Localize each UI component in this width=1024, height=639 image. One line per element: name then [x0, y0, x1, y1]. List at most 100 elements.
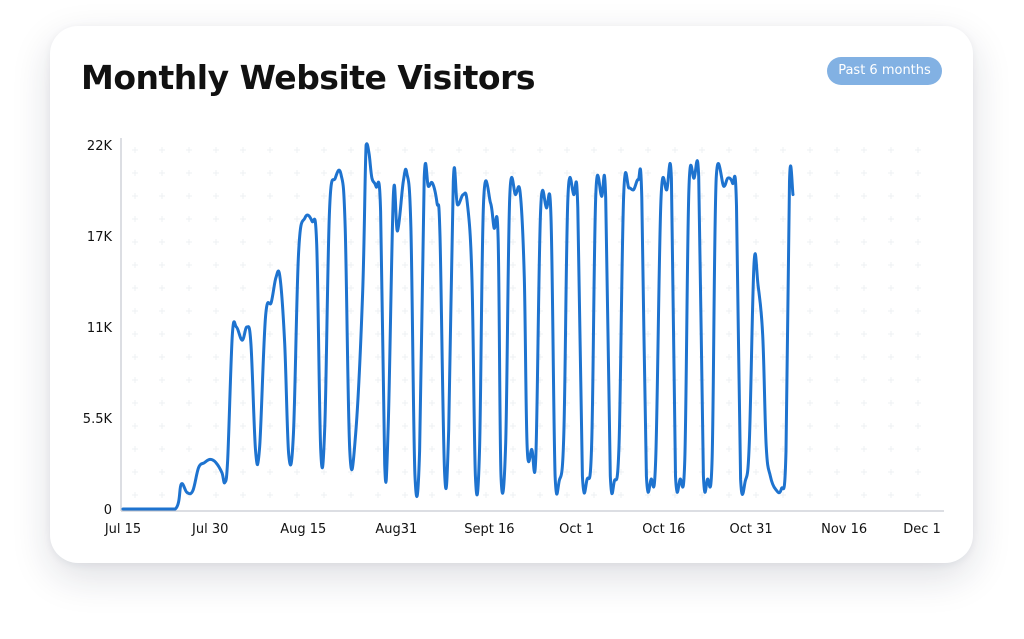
grid-mark: [213, 285, 219, 291]
y-tick-label: 5.5K: [83, 412, 113, 427]
grid-mark: [429, 423, 435, 429]
grid-mark: [348, 216, 354, 222]
grid-mark: [213, 469, 219, 475]
grid-mark: [375, 469, 381, 475]
grid-mark: [429, 469, 435, 475]
grid-mark: [510, 308, 516, 314]
grid-mark: [861, 446, 867, 452]
grid-mark: [159, 400, 165, 406]
grid-mark: [645, 285, 651, 291]
grid-mark: [402, 285, 408, 291]
grid-mark: [429, 377, 435, 383]
grid-mark: [402, 423, 408, 429]
grid-mark: [213, 170, 219, 176]
grid-mark: [753, 492, 759, 498]
grid-mark: [186, 193, 192, 199]
grid-mark: [294, 216, 300, 222]
grid-mark: [753, 400, 759, 406]
grid-mark: [375, 446, 381, 452]
grid-mark: [429, 262, 435, 268]
grid-mark: [267, 262, 273, 268]
grid-mark: [483, 354, 489, 360]
grid-mark: [537, 492, 543, 498]
grid-mark: [915, 423, 921, 429]
grid-mark: [132, 262, 138, 268]
grid-mark: [807, 262, 813, 268]
grid-mark: [159, 354, 165, 360]
grid-mark: [240, 308, 246, 314]
grid-mark: [645, 331, 651, 337]
grid-mark: [807, 492, 813, 498]
y-tick-label: 0: [104, 503, 112, 518]
grid-mark: [537, 469, 543, 475]
grid-mark: [780, 354, 786, 360]
grid-mark: [834, 170, 840, 176]
grid-mark: [483, 423, 489, 429]
grid-mark: [240, 400, 246, 406]
grid-mark: [267, 446, 273, 452]
grid-mark: [213, 331, 219, 337]
grid-mark: [807, 423, 813, 429]
grid-mark: [834, 262, 840, 268]
grid-mark: [915, 446, 921, 452]
grid-mark: [240, 354, 246, 360]
grid-mark: [483, 262, 489, 268]
grid-mark: [888, 239, 894, 245]
grid-mark: [888, 170, 894, 176]
grid-mark: [186, 423, 192, 429]
grid-mark: [726, 331, 732, 337]
grid-mark: [159, 216, 165, 222]
x-tick-label: Oct 1: [559, 522, 594, 537]
grid-mark: [375, 285, 381, 291]
x-tick-label: Sept 16: [464, 522, 514, 537]
grid-mark: [213, 400, 219, 406]
grid-mark: [267, 285, 273, 291]
grid-mark: [510, 285, 516, 291]
grid-mark: [348, 239, 354, 245]
period-badge[interactable]: Past 6 months: [827, 57, 942, 85]
grid-mark: [591, 492, 597, 498]
grid-mark: [726, 170, 732, 176]
grid-mark: [726, 216, 732, 222]
grid-mark: [510, 446, 516, 452]
grid-mark: [861, 331, 867, 337]
grid-mark: [159, 492, 165, 498]
grid-mark: [780, 285, 786, 291]
grid-mark: [186, 239, 192, 245]
grid-mark: [915, 193, 921, 199]
grid-mark: [348, 193, 354, 199]
grid-mark: [402, 400, 408, 406]
grid-mark: [834, 285, 840, 291]
grid-mark: [726, 308, 732, 314]
x-tick-label: Jul 30: [191, 522, 228, 537]
grid-mark: [753, 331, 759, 337]
grid-mark: [753, 239, 759, 245]
grid-mark: [483, 170, 489, 176]
grid-mark: [645, 308, 651, 314]
grid-mark: [267, 239, 273, 245]
grid-mark: [213, 147, 219, 153]
grid-mark: [375, 147, 381, 153]
grid-mark: [321, 469, 327, 475]
grid-mark: [834, 492, 840, 498]
grid-mark: [483, 331, 489, 337]
grid-mark: [429, 285, 435, 291]
grid-mark: [213, 216, 219, 222]
grid-mark: [159, 423, 165, 429]
grid-mark: [240, 492, 246, 498]
grid-mark: [645, 216, 651, 222]
grid-mark: [726, 262, 732, 268]
grid-mark: [132, 446, 138, 452]
grid-mark: [159, 308, 165, 314]
grid-mark: [618, 147, 624, 153]
grid-mark: [564, 469, 570, 475]
grid-mark: [510, 147, 516, 153]
grid-mark: [915, 354, 921, 360]
x-tick-label: Oct 16: [642, 522, 685, 537]
grid-mark: [456, 423, 462, 429]
grid-mark: [321, 285, 327, 291]
grid-mark: [294, 193, 300, 199]
grid-mark: [132, 400, 138, 406]
grid-mark: [888, 216, 894, 222]
grid-mark: [267, 400, 273, 406]
